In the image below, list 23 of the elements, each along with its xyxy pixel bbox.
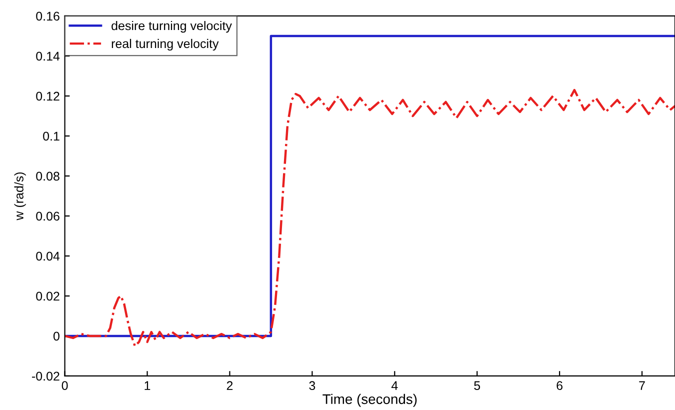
y-tick-label: 0.04 <box>36 252 60 261</box>
y-tick-label: 0 <box>53 332 60 341</box>
y-tick-label: 0.02 <box>36 292 60 301</box>
x-tick-label: 4 <box>391 381 398 390</box>
x-tick-label: 6 <box>556 381 562 390</box>
legend-label: desire turning velocity <box>112 20 232 33</box>
x-tick-label: 2 <box>226 381 233 390</box>
x-tick-label: 3 <box>309 381 316 390</box>
x-tick-label: 0 <box>62 381 68 390</box>
x-tick-label: 5 <box>474 381 480 390</box>
legend-label: real turning velocity <box>112 38 219 51</box>
line-series <box>64 88 675 348</box>
y-tick-label: -0.02 <box>32 372 60 381</box>
x-axis-title: Time (seconds) <box>322 394 417 407</box>
x-tick-label: 7 <box>639 381 645 390</box>
y-tick-label: 0.06 <box>36 212 60 221</box>
y-tick-label: 0.1 <box>43 132 60 141</box>
y-tick-label: 0.14 <box>36 52 60 61</box>
y-tick-label: 0.16 <box>36 12 60 21</box>
y-tick-label: 0.12 <box>36 92 60 101</box>
x-tick-label: 1 <box>144 381 150 390</box>
y-axis-title: w (rad/s) <box>14 172 26 220</box>
y-tick-label: 0.08 <box>36 172 60 181</box>
